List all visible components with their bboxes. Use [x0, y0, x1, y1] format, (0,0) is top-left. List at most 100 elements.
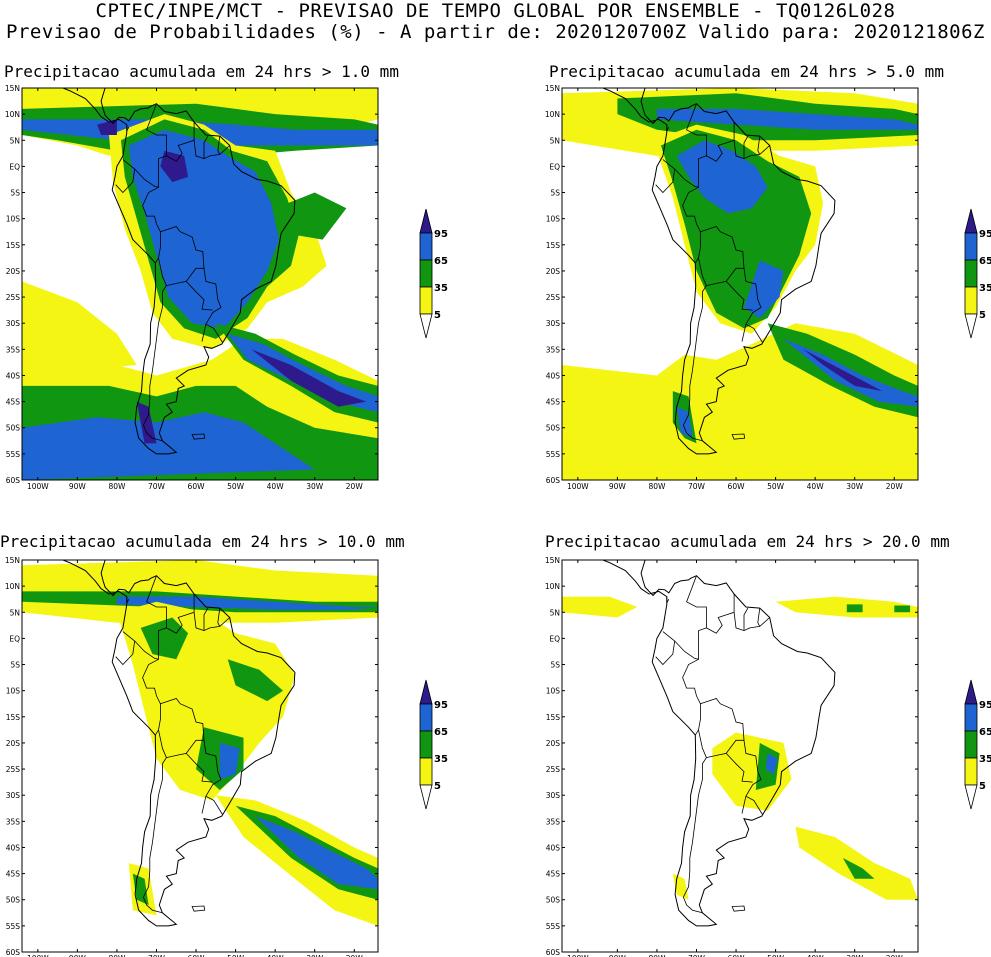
legend-label-35: 35 — [434, 754, 448, 765]
country-border-7 — [741, 796, 747, 814]
lat-label: 50S — [546, 424, 561, 433]
lat-label: 20S — [546, 267, 561, 276]
lon-label: 30W — [306, 954, 324, 957]
lat-label: 45S — [546, 398, 561, 407]
country-border-11 — [217, 608, 221, 627]
lat-label: 10S — [546, 215, 561, 224]
lon-label: 50W — [767, 954, 785, 957]
lat-label: 50S — [6, 896, 21, 905]
legend-swatch-1 — [964, 259, 978, 288]
country-border-11 — [757, 136, 761, 155]
probability-area-5-7 — [795, 826, 918, 900]
legend-swatch-0 — [964, 232, 978, 261]
lat-label: 30S — [6, 791, 21, 800]
country-border-1 — [655, 640, 676, 666]
legend-arrow-bottom — [964, 784, 978, 810]
lat-label: 15S — [6, 713, 21, 722]
country-border-10 — [203, 607, 209, 631]
country-border-3 — [142, 729, 167, 914]
probability-field — [22, 88, 378, 480]
lon-label: 100W — [567, 482, 589, 490]
country-border-1 — [655, 168, 676, 194]
lat-label: 55S — [6, 922, 21, 931]
island-2 — [731, 433, 746, 440]
lat-label: 15S — [546, 713, 561, 722]
country-border-8 — [706, 594, 735, 634]
lat-label: 5S — [550, 189, 560, 198]
legend-arrow-top — [964, 208, 978, 234]
country-border-2 — [142, 186, 161, 264]
legend-arrow-top — [964, 679, 978, 705]
lat-label: 10N — [5, 110, 20, 119]
lat-label: 5N — [10, 136, 20, 145]
country-border-0 — [662, 575, 707, 660]
probability-area-5-8 — [22, 281, 137, 376]
island-2 — [731, 905, 746, 912]
lon-label: 90W — [69, 482, 87, 490]
panel-title-20mm: Precipitacao acumulada em 24 hrs > 20.0 … — [545, 532, 950, 551]
lon-label: 50W — [227, 954, 245, 957]
country-border-6 — [725, 281, 753, 311]
lat-label: 15N — [5, 556, 20, 565]
lon-label: 100W — [27, 482, 49, 490]
legend-swatch-0 — [419, 703, 433, 732]
country-border-0 — [662, 103, 707, 188]
lat-label: 35S — [6, 817, 21, 826]
probability-area-65-2 — [656, 108, 918, 130]
map-frame — [561, 559, 919, 953]
lat-label: 60S — [546, 948, 561, 957]
lon-label: 40W — [267, 954, 285, 957]
country-border-1 — [115, 640, 136, 666]
probability-area-65-6 — [765, 753, 778, 775]
legend-label-5: 5 — [979, 781, 986, 792]
lat-label: 25S — [6, 293, 21, 302]
lat-label: 50S — [6, 424, 21, 433]
legend-label-65: 65 — [979, 727, 991, 738]
legend-swatch-1 — [419, 259, 433, 288]
lon-label: 90W — [609, 482, 627, 490]
country-border-0 — [122, 103, 167, 188]
coastline — [562, 88, 836, 455]
panel-title-5mm: Precipitacao acumulada em 24 hrs > 5.0 m… — [549, 62, 944, 81]
probability-area-35-2 — [846, 604, 863, 613]
lon-label: 30W — [846, 482, 864, 490]
lon-label: 80W — [648, 954, 666, 957]
lat-label: 40S — [6, 843, 21, 852]
legend-label-35: 35 — [434, 283, 448, 294]
country-border-1 — [115, 168, 136, 194]
lon-label: 70W — [688, 954, 706, 957]
lat-label: 15S — [546, 241, 561, 250]
lat-label: 5S — [550, 661, 560, 670]
legend-panel-5mm: 95 65 35 5 — [964, 208, 991, 339]
probability-area-65-10 — [255, 816, 378, 890]
map-frame — [561, 87, 919, 481]
lat-label: 15N — [545, 84, 560, 93]
lon-label: 90W — [69, 954, 87, 957]
lat-label: 10N — [545, 110, 560, 119]
lon-label: 20W — [886, 954, 904, 957]
country-border-9 — [193, 140, 230, 160]
legend-label-95: 95 — [434, 700, 448, 711]
country-border-9 — [733, 612, 770, 632]
legend-panel-10mm: 95 65 35 5 — [419, 679, 448, 810]
lat-label: 15N — [5, 84, 20, 93]
legend-label-95: 95 — [979, 700, 991, 711]
lat-label: EQ — [549, 634, 560, 643]
country-border-3 — [682, 729, 707, 914]
country-border-7 — [201, 324, 207, 342]
map-panel-20mm: 15N 10N 5N EQ 5S 10S 15S 20S 25S 30S 35S 40S 45S 50S 5… — [545, 556, 919, 957]
country-border-4 — [700, 698, 763, 815]
lon-label: 80W — [108, 954, 126, 957]
lat-label: 20S — [546, 739, 561, 748]
lon-label: 100W — [27, 954, 49, 957]
lat-label: 40S — [6, 371, 21, 380]
lat-label: 60S — [546, 476, 561, 485]
lat-label: 25S — [546, 293, 561, 302]
legend-label-65: 65 — [979, 256, 991, 267]
lon-label: 30W — [306, 482, 324, 490]
lon-label: 60W — [728, 482, 746, 490]
lon-label: 90W — [609, 954, 627, 957]
legend-swatch-0 — [964, 703, 978, 732]
probability-field — [562, 560, 918, 952]
country-border-7 — [201, 796, 207, 814]
